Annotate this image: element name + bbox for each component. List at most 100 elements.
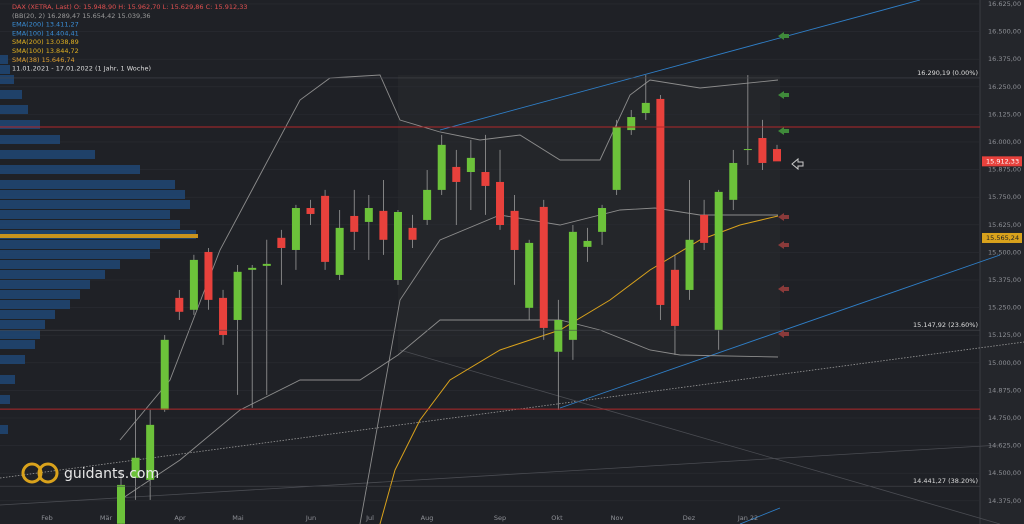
candle-body	[219, 297, 228, 335]
brand-text: guidants.com	[64, 466, 159, 482]
price-axis-panel	[980, 0, 1024, 524]
candle-body	[481, 172, 490, 186]
profile-bar	[0, 340, 35, 349]
profile-bar	[0, 120, 40, 129]
legend-entry: DAX (XETRA, Last) O: 15.948,90 H: 15.962…	[12, 3, 248, 11]
brand-logo: guidants.com	[21, 462, 159, 484]
candle-body	[598, 208, 607, 232]
candle-body	[160, 339, 169, 410]
profile-bar	[0, 355, 25, 364]
x-tick-label: Dez	[683, 514, 696, 522]
profile-bar	[0, 210, 170, 219]
profile-bar	[0, 105, 28, 114]
candle-body	[335, 227, 344, 275]
profile-bar	[0, 250, 150, 259]
arrow	[791, 157, 804, 171]
candle-body	[277, 237, 286, 248]
candle-body	[452, 166, 461, 182]
candle-body	[408, 227, 417, 240]
candle-body	[306, 208, 315, 214]
candle-body	[262, 263, 271, 266]
candle-body	[496, 181, 505, 226]
profile-bar	[0, 200, 190, 209]
profile-bar	[0, 280, 90, 289]
bollinger-upper	[119, 74, 779, 441]
x-tick-label: Apr	[174, 514, 186, 522]
profile-bar	[0, 65, 10, 74]
legend-entry: EMA(200) 13.411,27	[12, 21, 79, 29]
y-tick-label: 14.875,00	[988, 386, 1021, 394]
x-tick-label: Feb	[41, 514, 53, 522]
analysis-zone	[398, 75, 780, 357]
candle-body	[743, 149, 752, 151]
candle-body	[175, 297, 184, 312]
x-tick-label: Jul	[365, 514, 374, 522]
y-tick-label: 16.125,00	[988, 110, 1021, 118]
y-tick-label: 15.000,00	[988, 359, 1021, 367]
y-tick-label: 15.875,00	[988, 166, 1021, 174]
arrow	[778, 127, 789, 135]
channel-upper	[439, 0, 921, 131]
profile-bar	[0, 55, 8, 64]
legend-entry: EMA(100) 14.404,41	[12, 29, 79, 37]
profile-bar	[0, 165, 140, 174]
arrow	[778, 330, 789, 338]
y-tick-label: 16.500,00	[988, 28, 1021, 36]
x-tick-label: Jun	[305, 514, 316, 522]
y-tick-label: 14.375,00	[988, 497, 1021, 505]
y-tick-label: 14.750,00	[988, 414, 1021, 422]
x-tick-label: Nov	[611, 514, 624, 522]
price-badge-label: 15.912,33	[986, 157, 1019, 165]
candle-body	[364, 208, 373, 222]
candle-body	[423, 189, 432, 220]
bollinger-mid	[359, 207, 778, 524]
candle-body	[437, 144, 446, 190]
candle-body	[568, 231, 577, 340]
profile-bar	[0, 425, 8, 434]
y-tick-label: 16.625,00	[988, 0, 1021, 8]
candle-body	[773, 149, 781, 162]
profile-bar	[0, 75, 14, 84]
candle-body	[539, 206, 548, 328]
profile-bar	[0, 220, 180, 229]
y-tick-label: 15.500,00	[988, 248, 1021, 256]
channel-line	[739, 507, 781, 524]
y-tick-label: 16.250,00	[988, 83, 1021, 91]
candle-body	[656, 98, 665, 305]
overlay: 16.290,19 (0.00%) 15.147,92 (23.60%) 14.44…	[0, 69, 980, 487]
arrow	[778, 285, 789, 293]
x-tick-label: Sep	[494, 514, 506, 522]
profile-bar	[0, 190, 185, 199]
arrow	[778, 91, 789, 99]
candle-body	[189, 259, 198, 310]
candle-body	[583, 240, 592, 247]
fib-label: 14.441,27 (38.20%)	[913, 477, 978, 485]
candle-body	[466, 157, 475, 173]
profile-bar	[0, 240, 160, 249]
channel-lower	[559, 254, 1001, 409]
profile-bar	[0, 320, 45, 329]
candle-body	[758, 138, 767, 163]
profile-bar	[0, 90, 22, 99]
trendline	[0, 341, 1024, 479]
profile-bar	[0, 270, 105, 279]
x-tick-label: Aug	[421, 514, 434, 522]
volume-profile	[0, 55, 198, 434]
y-tick-label: 16.000,00	[988, 138, 1021, 146]
candle-body	[204, 251, 213, 300]
fib-label: 16.290,19 (0.00%)	[917, 69, 978, 77]
candle-body	[714, 191, 723, 330]
x-tick-label: Mär	[100, 514, 113, 522]
candle-body	[117, 484, 125, 524]
fan-line	[0, 444, 1001, 506]
legend-entry: (BB(20, 2) 16.289,47 15.654,42 15.039,36	[12, 12, 151, 20]
profile-bar	[0, 395, 10, 404]
candle-body	[510, 210, 519, 250]
y-tick-label: 15.625,00	[988, 221, 1021, 229]
candle-body	[233, 271, 242, 320]
x-tick-label: Mai	[232, 514, 244, 522]
candle-body	[641, 102, 650, 114]
profile-bar	[0, 310, 55, 319]
x-tick-label: Okt	[551, 514, 563, 522]
